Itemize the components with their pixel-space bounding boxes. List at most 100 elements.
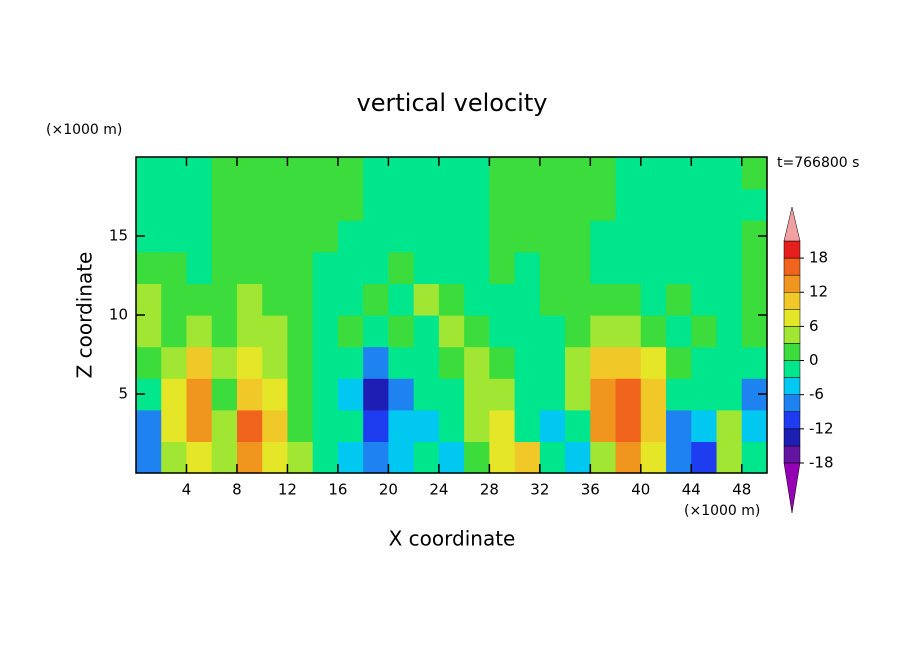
- cell: [388, 283, 415, 316]
- cell: [590, 441, 617, 474]
- cell: [161, 283, 188, 316]
- cell: [287, 315, 314, 348]
- cell: [211, 441, 238, 474]
- cell: [262, 188, 289, 221]
- x-tick-label: 28: [480, 481, 499, 499]
- colorbar-tick-label: -12: [809, 419, 834, 437]
- cell: [640, 346, 667, 379]
- cell: [161, 251, 188, 284]
- cell: [287, 251, 314, 284]
- cell: [186, 346, 213, 379]
- cell: [363, 220, 389, 253]
- x-tick-label: 36: [581, 481, 600, 499]
- cell: [489, 157, 516, 190]
- x-tick-label: 44: [682, 481, 701, 499]
- cell: [741, 346, 768, 379]
- cell: [464, 157, 490, 190]
- cell: [262, 346, 289, 379]
- cell: [236, 378, 263, 411]
- colorbar-band: [783, 377, 801, 395]
- cell: [716, 283, 743, 316]
- cell: [514, 315, 541, 348]
- cell: [186, 315, 213, 348]
- cell: [136, 251, 162, 284]
- cell: [337, 188, 364, 221]
- cell: [489, 346, 516, 379]
- colorbar-tick-label: -18: [809, 454, 834, 472]
- cell: [413, 188, 440, 221]
- cell: [615, 346, 642, 379]
- cell: [514, 157, 541, 190]
- cell: [186, 409, 213, 442]
- cell: [211, 188, 238, 221]
- colorbar-tick-label: 12: [809, 283, 828, 301]
- cell: [363, 346, 389, 379]
- cell: [691, 409, 718, 442]
- cell: [565, 220, 591, 253]
- cell: [716, 378, 743, 411]
- cell: [186, 251, 213, 284]
- cell: [312, 188, 339, 221]
- x-tick-label: 48: [732, 481, 751, 499]
- y-tick-label: 15: [109, 227, 128, 245]
- cell: [539, 378, 566, 411]
- cell: [716, 346, 743, 379]
- cell: [262, 315, 289, 348]
- cell: [413, 409, 440, 442]
- cell: [666, 188, 692, 221]
- cell: [514, 409, 541, 442]
- cell: [590, 346, 617, 379]
- cell: [691, 346, 718, 379]
- cell: [136, 283, 162, 316]
- cell: [363, 409, 389, 442]
- cell: [741, 409, 768, 442]
- colorbar-over: [783, 206, 801, 242]
- cell: [615, 220, 642, 253]
- cell: [565, 188, 591, 221]
- cell: [640, 315, 667, 348]
- cell: [640, 251, 667, 284]
- cell: [262, 251, 289, 284]
- cell: [236, 251, 263, 284]
- cell: [161, 409, 188, 442]
- x-tick-label: 40: [631, 481, 650, 499]
- colorbar-tick-label: 0: [809, 351, 819, 369]
- cell: [312, 441, 339, 474]
- cell: [136, 346, 162, 379]
- cell: [136, 409, 162, 442]
- x-tick-label: 8: [232, 481, 242, 499]
- cell: [262, 220, 289, 253]
- cell: [565, 251, 591, 284]
- cell: [539, 346, 566, 379]
- cell: [388, 220, 415, 253]
- cell: [236, 283, 263, 316]
- cell: [388, 315, 415, 348]
- cell: [640, 188, 667, 221]
- cell: [287, 157, 314, 190]
- x-tick-label: 24: [429, 481, 448, 499]
- cell: [161, 441, 188, 474]
- cell: [211, 409, 238, 442]
- colorbar: 18 12 6 0 -6 -12 -18: [783, 206, 834, 514]
- cell: [186, 188, 213, 221]
- colorbar-tick-label: -6: [809, 385, 824, 403]
- cell: [514, 283, 541, 316]
- cell: [337, 220, 364, 253]
- cell: [615, 315, 642, 348]
- cell: [211, 346, 238, 379]
- cell: [590, 251, 617, 284]
- cell: [640, 220, 667, 253]
- cell: [666, 346, 692, 379]
- cell: [186, 283, 213, 316]
- cell: [312, 378, 339, 411]
- cell: [363, 283, 389, 316]
- y-axis-label: Z coordinate: [73, 252, 97, 379]
- colorbar-band: [783, 257, 801, 276]
- cell: [565, 409, 591, 442]
- cell: [640, 441, 667, 474]
- cell: [464, 346, 490, 379]
- cell: [489, 283, 516, 316]
- cell: [287, 346, 314, 379]
- cell: [590, 157, 617, 190]
- cell: [691, 378, 718, 411]
